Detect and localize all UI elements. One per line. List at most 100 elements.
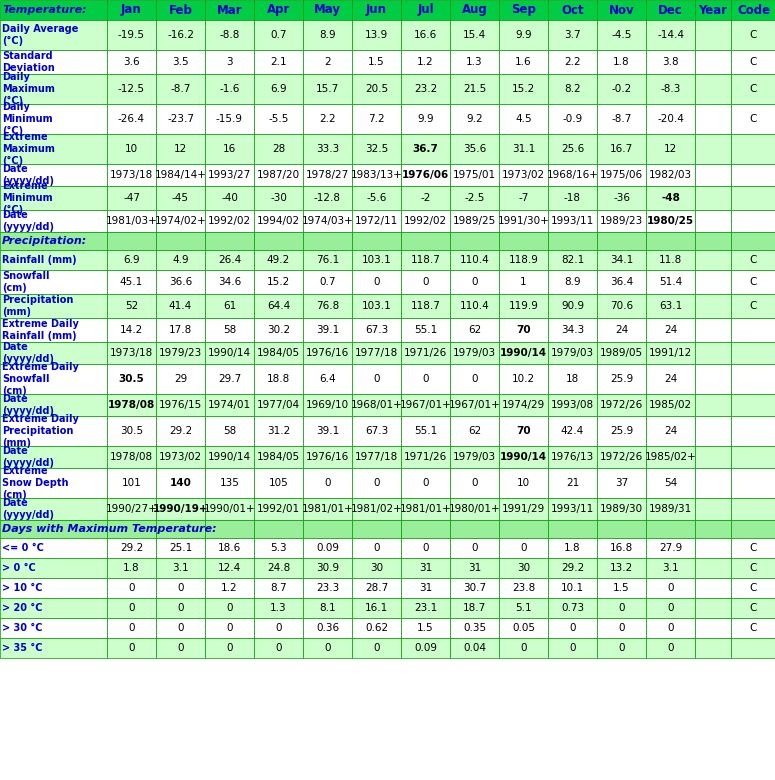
Bar [401,74,450,104]
Bar [548,416,597,446]
Text: 0: 0 [128,583,135,593]
Text: 1976/15: 1976/15 [159,400,202,410]
Bar [731,270,775,294]
Bar [254,134,303,164]
Text: Apr: Apr [267,3,290,16]
Bar [450,0,499,20]
Bar [499,342,548,364]
Bar [156,186,205,210]
Bar [156,598,205,618]
Text: Rainfall (mm): Rainfall (mm) [2,255,77,265]
Bar [646,520,695,538]
Text: 3: 3 [226,57,232,67]
Bar [107,538,156,558]
Bar [695,164,731,186]
Bar [597,50,646,74]
Bar [107,250,156,270]
Bar [0,74,107,104]
Text: 0: 0 [618,643,625,653]
Bar [695,618,731,638]
Bar [107,50,156,74]
Text: 1987/20: 1987/20 [257,170,300,180]
Text: 29.7: 29.7 [218,374,241,384]
Bar [352,164,401,186]
Text: 24: 24 [664,325,677,335]
Bar [254,232,303,250]
Bar [548,232,597,250]
Bar [646,538,695,558]
Text: 10.2: 10.2 [512,374,535,384]
Bar [0,598,107,618]
Bar [597,74,646,104]
Bar [107,618,156,638]
Text: 0: 0 [128,603,135,613]
Text: 9.2: 9.2 [467,114,483,124]
Bar [156,104,205,134]
Text: 0: 0 [275,643,282,653]
Bar [156,364,205,394]
Text: 0: 0 [374,478,380,488]
Text: 1974/29: 1974/29 [502,400,545,410]
Bar [303,104,352,134]
Text: 30.9: 30.9 [316,563,339,573]
Text: 54: 54 [664,478,677,488]
Text: 8.9: 8.9 [564,277,580,287]
Text: 1992/01: 1992/01 [257,504,300,514]
Text: 0: 0 [422,478,429,488]
Bar [156,270,205,294]
Bar [646,394,695,416]
Bar [401,294,450,318]
Text: 15.2: 15.2 [267,277,290,287]
Bar [254,468,303,498]
Bar [205,558,254,578]
Text: -30: -30 [270,193,287,203]
Bar [254,318,303,342]
Text: 1992/02: 1992/02 [208,216,251,226]
Text: 34.3: 34.3 [561,325,584,335]
Bar [548,318,597,342]
Bar [731,186,775,210]
Bar [205,446,254,468]
Text: 0: 0 [374,643,380,653]
Text: Extreme Daily
Snowfall
(cm): Extreme Daily Snowfall (cm) [2,363,79,395]
Bar [254,446,303,468]
Bar [499,210,548,232]
Bar [450,294,499,318]
Bar [401,520,450,538]
Bar [303,250,352,270]
Bar [107,134,156,164]
Text: 1990/27+: 1990/27+ [105,504,157,514]
Text: -19.5: -19.5 [118,30,145,40]
Bar [0,520,107,538]
Text: > 35 °C: > 35 °C [2,643,43,653]
Text: 1989/31: 1989/31 [649,504,692,514]
Bar [205,578,254,598]
Bar [548,20,597,50]
Text: 0: 0 [226,603,232,613]
Bar [107,104,156,134]
Text: C: C [750,563,757,573]
Bar [156,342,205,364]
Text: 17.8: 17.8 [169,325,192,335]
Bar [352,394,401,416]
Bar [254,416,303,446]
Bar [205,468,254,498]
Bar [499,364,548,394]
Bar [254,364,303,394]
Bar [156,210,205,232]
Text: -0.9: -0.9 [563,114,583,124]
Text: 62: 62 [468,426,481,436]
Bar [352,520,401,538]
Bar [548,294,597,318]
Text: 1990/01+: 1990/01+ [204,504,255,514]
Bar [597,318,646,342]
Text: 1.3: 1.3 [270,603,287,613]
Text: Mar: Mar [217,3,243,16]
Text: 45.1: 45.1 [120,277,143,287]
Bar [401,394,450,416]
Bar [205,50,254,74]
Bar [450,578,499,598]
Text: > 30 °C: > 30 °C [2,623,43,633]
Bar [205,364,254,394]
Text: 26.4: 26.4 [218,255,241,265]
